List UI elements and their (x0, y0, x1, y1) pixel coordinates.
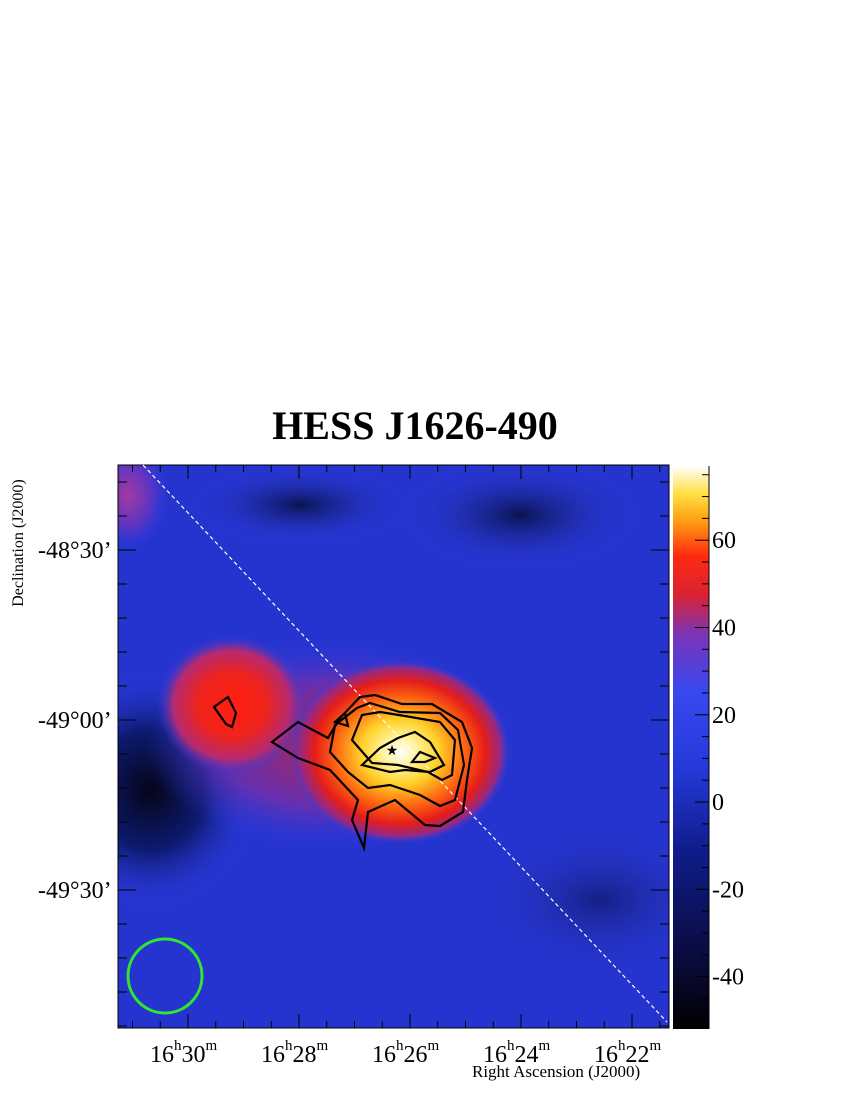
colorbar-tick-label: -20 (712, 877, 744, 903)
x-tick-label: 16h28m (261, 1038, 329, 1068)
y-axis-label: Declination (J2000) (10, 479, 27, 607)
colorbar-tick-label: 40 (712, 615, 736, 641)
colorbar (673, 466, 709, 1029)
contour-peak (359, 730, 446, 774)
chart-title: HESS J1626-490 (272, 403, 558, 448)
x-tick-label: 16h30m (150, 1038, 218, 1068)
contour-inner (350, 710, 457, 782)
x-tick-label: 16h26m (372, 1038, 440, 1068)
significance-contours (212, 693, 474, 853)
colorbar-tick-label: -40 (712, 965, 744, 991)
x-tick-label: 16h24m (483, 1038, 551, 1068)
skymap-image (118, 465, 669, 1028)
psf-circle (126, 937, 204, 1015)
colorbar-tick-label: 0 (712, 790, 724, 816)
colorbar-tick-label: 60 (712, 528, 736, 554)
galactic-plane-line (142, 464, 668, 1023)
x-axis-label: Right Ascension (J2000) (472, 1062, 641, 1081)
contour-core (409, 750, 438, 764)
y-tick-label: -49°00’ (38, 708, 112, 734)
colorbar-tick-label: 20 (712, 703, 736, 729)
source-position-marker: ★ (386, 744, 399, 759)
contour-outer (270, 693, 474, 853)
x-tick-label: 16h22m (594, 1038, 662, 1068)
contour-mid (328, 701, 466, 808)
y-tick-label: -48°30’ (38, 538, 112, 564)
contour-small (332, 710, 350, 728)
y-tick-label: -49°30’ (38, 878, 112, 904)
contour-secondary (212, 695, 238, 729)
